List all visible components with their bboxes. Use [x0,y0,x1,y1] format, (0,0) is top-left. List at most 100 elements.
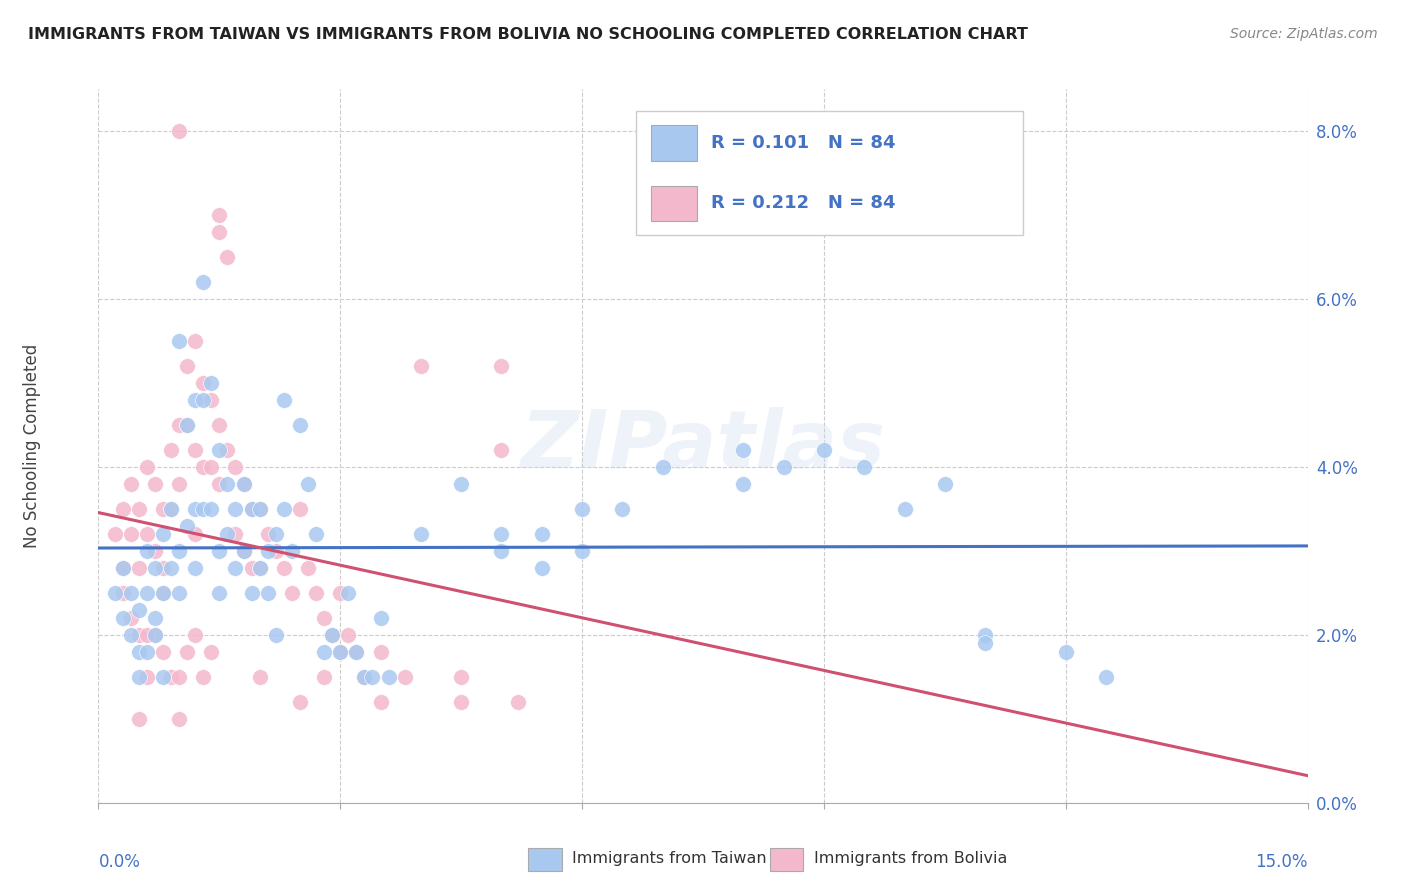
Text: 15.0%: 15.0% [1256,853,1308,871]
Point [208,476,231,491]
Point [240,502,263,516]
Point [232,476,254,491]
Point [176,417,198,432]
Point [160,560,183,574]
Point [152,560,174,574]
Point [103,527,125,541]
Point [491,527,513,541]
Point [450,695,472,709]
Point [394,670,416,684]
Point [143,476,166,491]
Text: R = 0.101   N = 84: R = 0.101 N = 84 [711,134,896,152]
Point [193,460,215,475]
Point [135,628,157,642]
Point [305,586,328,600]
Point [128,670,150,684]
Point [297,560,319,574]
Point [321,628,343,642]
FancyBboxPatch shape [637,111,1024,235]
Point [232,476,254,491]
Point [249,670,271,684]
Point [651,460,673,475]
FancyBboxPatch shape [769,847,803,871]
Point [135,544,157,558]
Point [893,502,915,516]
Point [208,225,231,239]
Point [111,502,134,516]
Point [176,518,198,533]
Text: ZIPatlas: ZIPatlas [520,407,886,485]
Point [167,670,190,684]
Point [120,586,142,600]
Point [208,443,231,458]
Text: Immigrants from Bolivia: Immigrants from Bolivia [814,851,1008,866]
Point [217,527,239,541]
Point [111,586,134,600]
Point [152,645,174,659]
Point [208,544,231,558]
Point [288,695,311,709]
Point [612,502,634,516]
Point [200,502,222,516]
Point [152,527,174,541]
Point [128,560,150,574]
Point [160,670,183,684]
Point [264,527,287,541]
Point [184,628,207,642]
Text: No Schooling Completed: No Schooling Completed [22,344,41,548]
Point [409,527,432,541]
Point [135,527,157,541]
Point [128,502,150,516]
Point [135,586,157,600]
Point [200,645,222,659]
Point [217,476,239,491]
Point [128,603,150,617]
Point [240,560,263,574]
Point [184,527,207,541]
Point [813,443,835,458]
Point [337,628,360,642]
Point [217,250,239,264]
Point [329,645,352,659]
Text: R = 0.212   N = 84: R = 0.212 N = 84 [711,194,896,212]
Point [305,527,328,541]
FancyBboxPatch shape [527,847,561,871]
Point [1095,670,1118,684]
Point [571,544,593,558]
Point [167,334,190,348]
Point [167,544,190,558]
Point [232,544,254,558]
Point [370,695,392,709]
Point [193,392,215,407]
Point [111,560,134,574]
Point [120,476,142,491]
Point [281,586,304,600]
Point [208,417,231,432]
Point [281,544,304,558]
Point [344,645,367,659]
Point [232,544,254,558]
Point [143,628,166,642]
Point [974,636,997,650]
Point [491,359,513,374]
Point [344,645,367,659]
Point [450,476,472,491]
Point [249,502,271,516]
Point [128,712,150,726]
Point [249,560,271,574]
Point [321,628,343,642]
Point [361,670,384,684]
Point [370,645,392,659]
Point [450,670,472,684]
Point [273,560,295,574]
Point [167,124,190,138]
Point [273,502,295,516]
Point [184,334,207,348]
Point [377,670,399,684]
Point [772,460,794,475]
Point [167,417,190,432]
Point [111,560,134,574]
Point [143,544,166,558]
Point [264,628,287,642]
Point [184,560,207,574]
